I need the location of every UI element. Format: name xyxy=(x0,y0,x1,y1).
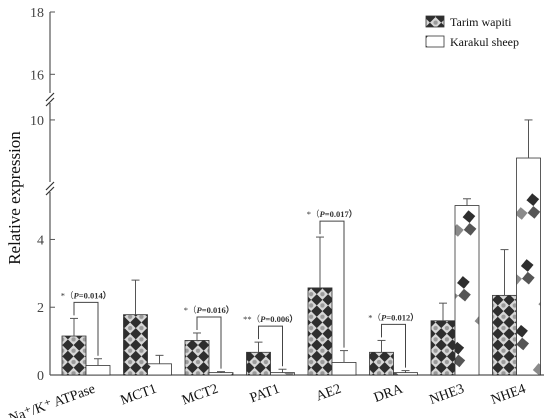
bar-tarim-wapiti xyxy=(123,314,148,376)
y-tick-label: 2 xyxy=(37,301,44,316)
bar-tarim-wapiti xyxy=(369,351,394,376)
legend-label: Karakul sheep xyxy=(450,35,519,49)
y-tick-label: 18 xyxy=(30,6,44,21)
y-tick-label: 16 xyxy=(30,68,44,83)
y-tick-label: 10 xyxy=(30,114,44,129)
significance-bracket xyxy=(319,220,345,348)
bar-karakul-sheep xyxy=(270,372,295,376)
significance-bracket xyxy=(73,301,99,356)
bar-karakul-sheep xyxy=(516,157,541,376)
bar-karakul-sheep xyxy=(331,362,357,376)
bar-karakul-sheep xyxy=(85,365,111,376)
x-tick-label: DRA xyxy=(372,381,406,406)
bar-tarim-wapiti xyxy=(430,320,456,376)
significance-label: *（P=0.014） xyxy=(61,290,111,300)
bar-tarim-wapiti xyxy=(184,340,210,376)
x-tick-label: AE2 xyxy=(314,382,343,405)
axis-break-mark xyxy=(45,181,55,191)
significance-label: *（P=0.012） xyxy=(368,312,418,322)
x-tick-label: NHE3 xyxy=(428,382,467,408)
legend-swatch xyxy=(425,35,445,48)
axis-break-mark xyxy=(45,97,55,107)
x-tick-label: NHE4 xyxy=(489,382,528,408)
bar-karakul-sheep xyxy=(393,372,418,376)
x-tick-label: PAT1 xyxy=(248,382,282,407)
bar-tarim-wapiti xyxy=(492,294,517,376)
bar-tarim-wapiti xyxy=(246,351,271,376)
significance-bracket xyxy=(381,323,406,368)
bar-tarim-wapiti xyxy=(307,287,333,376)
significance-label: *（P=0.016） xyxy=(184,305,234,315)
x-tick-label: MCT1 xyxy=(119,382,159,409)
legend-swatch xyxy=(425,15,445,28)
bar-karakul-sheep xyxy=(454,205,480,376)
y-tick-label: 0 xyxy=(37,369,44,384)
significance-label: **（P=0.006） xyxy=(243,314,298,324)
axis-break-mark xyxy=(45,186,55,196)
bar-karakul-sheep xyxy=(147,363,172,376)
bar-karakul-sheep xyxy=(208,372,234,376)
axis-break-mark xyxy=(45,92,55,102)
y-tick-label: 4 xyxy=(37,233,44,248)
x-tick-label: MCT2 xyxy=(180,382,220,409)
x-tick-label: Na⁺/K⁺ ATPase xyxy=(7,382,97,418)
bar-tarim-wapiti xyxy=(61,335,87,376)
significance-label: *（P=0.017） xyxy=(307,209,357,219)
significance-bracket xyxy=(196,316,222,369)
y-axis-label: Relative expression xyxy=(5,131,24,265)
significance-bracket xyxy=(258,325,283,367)
legend-label: Tarim wapiti xyxy=(450,15,512,29)
